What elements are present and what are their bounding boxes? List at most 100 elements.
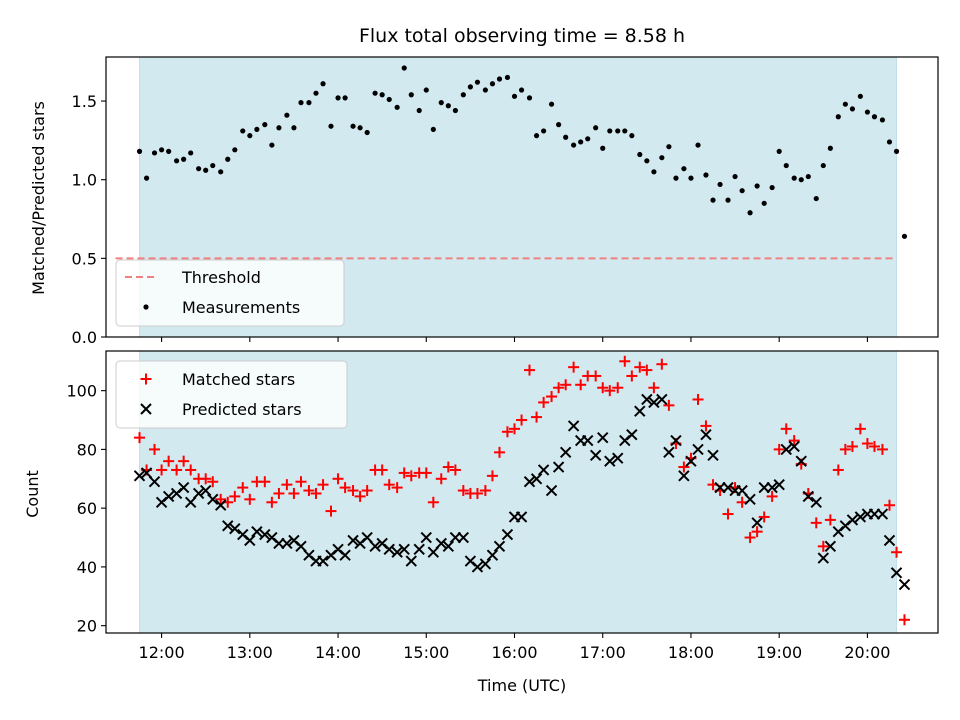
measurement-point — [783, 162, 789, 169]
measurement-point — [181, 156, 187, 162]
measurement-point — [460, 92, 466, 98]
matched-point — [163, 455, 175, 467]
predicted-point — [890, 567, 903, 579]
measurement-point — [695, 142, 701, 148]
predicted-point — [802, 490, 815, 503]
matched-point — [178, 455, 190, 467]
predicted-point — [597, 431, 609, 444]
measurement-point — [820, 162, 826, 169]
predicted-point — [707, 449, 719, 461]
matched-point — [560, 379, 572, 391]
predicted-point — [685, 455, 697, 467]
ratio-x-ticks — [161, 337, 868, 342]
measurement-point — [173, 158, 180, 164]
predicted-point — [773, 478, 785, 491]
measurement-point — [725, 197, 731, 203]
measurement-point — [158, 147, 165, 153]
matched-point — [273, 487, 285, 499]
matched-legend-swatch — [140, 373, 152, 385]
matched-point — [861, 438, 873, 450]
ratio-legend: Threshold Measurements — [115, 259, 345, 327]
measurement-point — [511, 93, 518, 99]
measurement-point — [849, 106, 856, 112]
predicted-point — [537, 464, 550, 476]
measurement-point — [379, 92, 385, 98]
y-tick-label: 40 — [77, 558, 97, 577]
matched-point — [171, 464, 183, 476]
predicted-point — [471, 561, 484, 573]
predicted-point — [133, 470, 146, 482]
predicted-point — [515, 511, 528, 523]
matched-point — [427, 496, 439, 508]
measurement-point — [474, 79, 481, 85]
predicted-point — [766, 481, 778, 494]
predicted-point — [244, 534, 256, 547]
predicted-point — [442, 540, 455, 553]
matched-legend-marker — [140, 373, 152, 385]
measurement-point — [769, 184, 775, 191]
matched-point — [435, 473, 447, 485]
measurement-point — [254, 126, 260, 132]
predicted-point — [339, 549, 351, 561]
predicted-point — [846, 514, 859, 526]
matched-point — [317, 479, 329, 491]
measurement-point — [364, 129, 370, 136]
predicted-point — [435, 537, 447, 550]
count-panel-frame — [105, 350, 939, 634]
measurement-point — [416, 107, 422, 114]
measurement-point — [776, 148, 782, 154]
measurement-point — [203, 167, 209, 173]
measurement-point — [615, 128, 621, 134]
measurement-point — [496, 76, 503, 82]
matched-point — [773, 443, 785, 455]
matched-point — [891, 546, 903, 558]
matched-point — [523, 364, 535, 376]
measurement-point — [813, 195, 819, 202]
measurement-point — [857, 93, 863, 99]
measurement-point — [629, 133, 635, 139]
count-y-axis: 20 40 60 80 100 — [66, 382, 106, 636]
measurement-point — [659, 155, 665, 161]
predicted-point — [493, 540, 506, 553]
matched-point — [207, 476, 219, 488]
matched-point — [391, 482, 403, 494]
matched-point — [678, 461, 690, 473]
matched-point — [376, 464, 388, 476]
matched-legend-label: Matched stars — [182, 370, 295, 389]
predicted-point — [692, 443, 704, 456]
x-tick-label: 13:00 — [227, 643, 273, 662]
matched-point — [149, 443, 161, 455]
predicted-point — [361, 531, 373, 544]
matched-point — [780, 423, 792, 435]
predicted-point — [663, 446, 675, 459]
measurement-point — [298, 100, 304, 106]
measurement-point — [210, 162, 216, 169]
measurement-point — [688, 175, 694, 181]
predicted-point — [589, 449, 602, 461]
matched-point — [722, 508, 734, 520]
measurement-point — [600, 145, 606, 151]
matched-point — [288, 487, 300, 499]
measurement-point — [489, 81, 496, 87]
measurement-point — [827, 145, 833, 151]
predicted-point — [177, 481, 190, 494]
measurement-point — [445, 103, 451, 109]
measurement-point — [357, 125, 363, 131]
predicted-point — [295, 540, 307, 553]
matched-point — [868, 440, 880, 452]
matched-point — [237, 482, 249, 494]
x-tick-label: 20:00 — [844, 643, 890, 662]
measurement-point — [218, 169, 224, 175]
matched-point — [597, 382, 609, 394]
predicted-point — [259, 528, 271, 541]
matched-point — [538, 396, 550, 408]
predicted-point — [420, 531, 432, 544]
measurement-point — [151, 150, 158, 156]
predicted-point — [479, 558, 492, 570]
predicted-point — [398, 543, 410, 555]
count-legend: Matched stars Predicted stars — [115, 360, 348, 429]
ratio-y-label: Matched/Predicted stars — [29, 101, 48, 295]
matched-point — [200, 473, 212, 485]
predicted-point — [876, 508, 889, 520]
measurement-point — [232, 147, 238, 153]
